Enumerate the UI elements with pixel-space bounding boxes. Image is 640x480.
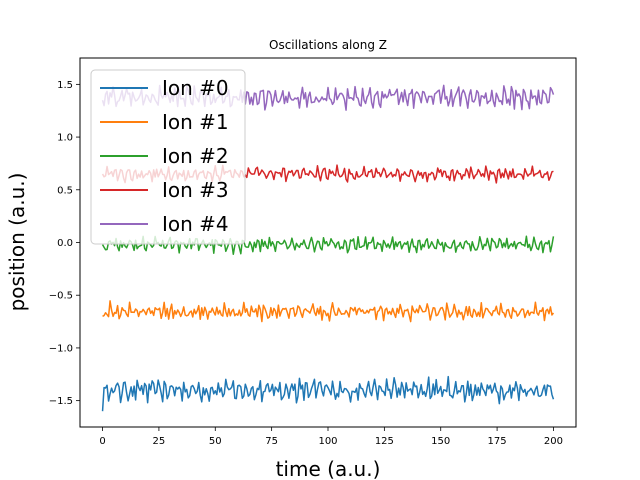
legend-box — [90, 69, 246, 245]
y-tick-label: −1.5 — [49, 396, 73, 407]
x-tick-label: 0 — [99, 436, 105, 447]
y-tick-label: 0.0 — [57, 238, 73, 249]
legend: Ion #0 Ion #1 Ion #2 Ion #3 Ion #4 — [90, 69, 246, 245]
x-tick-label: 75 — [265, 436, 278, 447]
y-tick-label: 1.5 — [57, 80, 73, 91]
series-line-1 — [102, 300, 555, 323]
series-line-0 — [101, 375, 555, 412]
y-tick-label: 0.5 — [57, 185, 73, 196]
chart-title: Oscillations along Z — [269, 38, 387, 52]
y-tick-label: −0.5 — [49, 291, 73, 302]
legend-label: Ion #4 — [162, 212, 229, 236]
x-axis: 0 25 50 75 100 125 150 175 200 — [99, 427, 563, 447]
y-axis: −1.5 −1.0 −0.5 0.0 0.5 1.0 1.5 — [49, 80, 80, 407]
x-tick-label: 150 — [431, 436, 450, 447]
x-tick-label: 25 — [153, 436, 166, 447]
x-tick-label: 175 — [488, 436, 507, 447]
x-tick-label: 50 — [209, 436, 222, 447]
y-axis-title: position (a.u.) — [5, 173, 29, 312]
legend-label: Ion #2 — [162, 144, 229, 168]
y-tick-label: 1.0 — [57, 133, 73, 144]
x-tick-label: 125 — [375, 436, 394, 447]
x-axis-title: time (a.u.) — [276, 457, 381, 480]
y-tick-label: −1.0 — [49, 343, 73, 354]
legend-label: Ion #0 — [162, 76, 229, 100]
x-tick-label: 200 — [544, 436, 563, 447]
legend-label: Ion #1 — [162, 110, 229, 134]
x-tick-label: 100 — [318, 436, 337, 447]
legend-label: Ion #3 — [162, 178, 229, 202]
